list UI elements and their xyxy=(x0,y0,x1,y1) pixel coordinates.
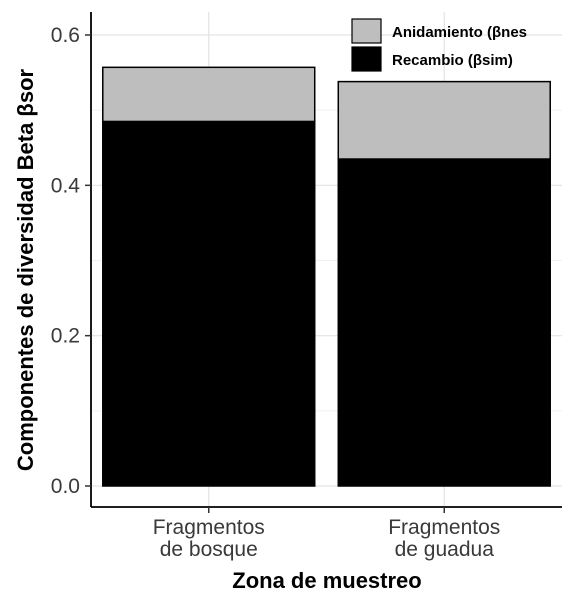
y-tick-label: 0.6 xyxy=(51,24,80,47)
bar-segment-anidamiento-1 xyxy=(102,66,316,123)
x-ticks: Fragmentos de bosque Fragmentos de guadua xyxy=(153,507,500,561)
axes xyxy=(90,12,562,508)
y-tick-label: 0.0 xyxy=(51,475,80,498)
x-tick-label: Fragmentos de bosque xyxy=(153,516,265,561)
bar-segment-recambio-1 xyxy=(102,120,316,487)
legend-label-recambio: Recambio (βsim) xyxy=(392,52,513,69)
legend-key-anidamiento xyxy=(351,18,382,44)
y-tick-label: 0.2 xyxy=(51,325,80,348)
y-axis-title: Componentes de diversidad Beta βsor xyxy=(13,68,38,471)
y-ticks: 0.0 0.2 0.4 0.6 xyxy=(51,24,91,498)
legend-key-recambio xyxy=(351,46,382,72)
legend: Anidamiento (βnes Recambio (βsim) xyxy=(351,18,527,72)
bar-segment-recambio-2 xyxy=(337,158,551,487)
bars xyxy=(102,66,551,487)
legend-label-anidamiento: Anidamiento (βnes xyxy=(392,24,527,41)
x-tick-label: Fragmentos de guadua xyxy=(388,516,500,561)
bar-segment-anidamiento-2 xyxy=(337,80,551,160)
x-axis-title: Zona de muestreo xyxy=(232,568,421,593)
y-tick-label: 0.4 xyxy=(51,174,81,197)
